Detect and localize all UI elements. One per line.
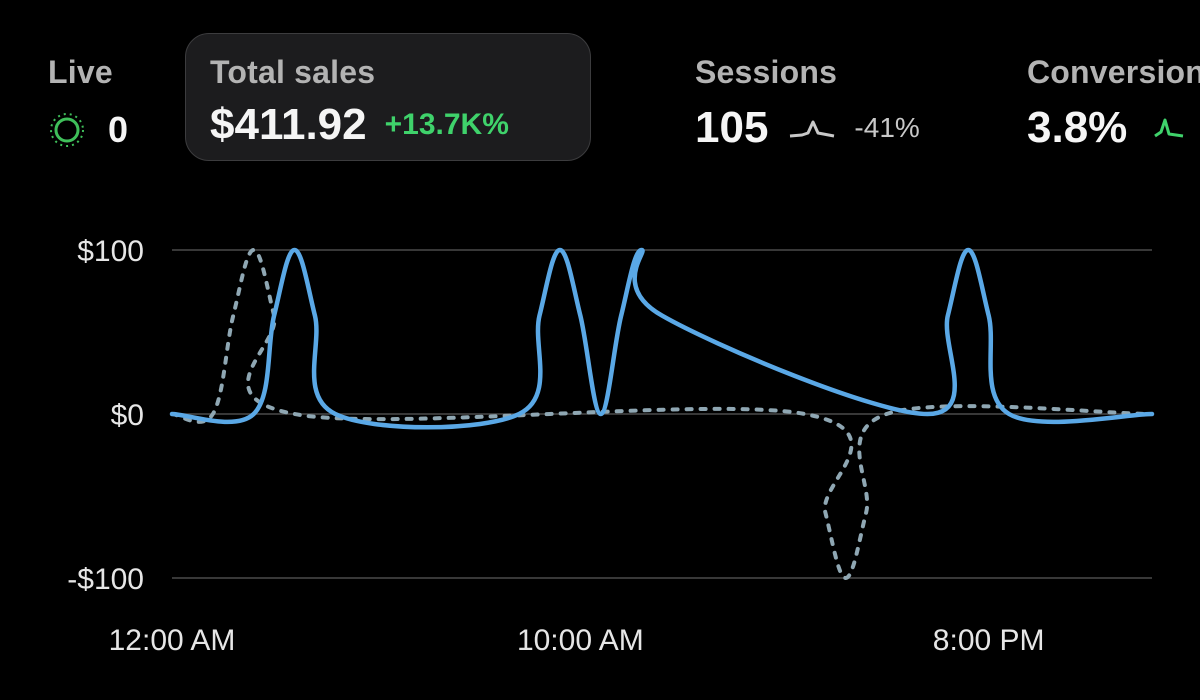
total-sales-change: +13.7K%: [384, 108, 509, 141]
total-sales-label: Total sales: [210, 54, 376, 90]
conversion-metric[interactable]: Conversion 3.8%: [1027, 54, 1200, 153]
y-tick-label: -$100: [67, 563, 144, 596]
live-metric[interactable]: Live 0: [48, 54, 128, 151]
conversion-sparkline-icon: [1154, 118, 1184, 138]
live-label: Live: [48, 54, 113, 90]
sessions-label: Sessions: [695, 54, 838, 90]
y-tick-label: $0: [111, 399, 144, 432]
sessions-sparkline-icon: [790, 120, 835, 138]
live-pulse-icon: [50, 113, 84, 147]
conversion-value: 3.8%: [1027, 103, 1128, 152]
sessions-value: 105: [695, 103, 769, 152]
x-tick-label: 10:00 AM: [517, 624, 644, 657]
y-tick-label: $100: [77, 235, 144, 268]
x-tick-label: 12:00 AM: [109, 624, 236, 657]
metrics-bar: Live 0 Total sales $411.92 +13.7K% Sessi…: [0, 0, 1200, 190]
conversion-label: Conversion: [1027, 54, 1200, 90]
sales-chart: $100 $0 -$100 12:00 AM 10:00 AM 8:00 PM: [67, 235, 1155, 657]
live-value: 0: [108, 109, 129, 150]
total-sales-card[interactable]: Total sales $411.92 +13.7K%: [185, 33, 591, 161]
current-series-line: [169, 247, 1155, 430]
x-tick-label: 8:00 PM: [933, 624, 1045, 657]
total-sales-value: $411.92: [210, 100, 367, 149]
comparison-series-line: [170, 248, 1154, 580]
sessions-metric[interactable]: Sessions 105 -41%: [695, 54, 920, 153]
sessions-change: -41%: [854, 112, 920, 143]
